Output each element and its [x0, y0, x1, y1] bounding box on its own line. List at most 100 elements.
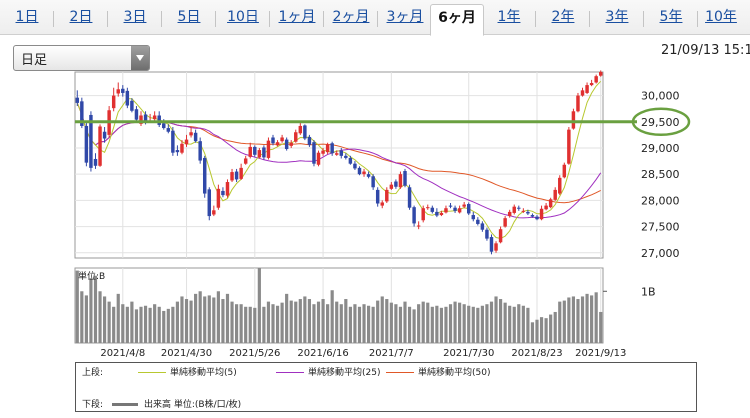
- volume-bar: [93, 275, 98, 343]
- period-select[interactable]: 日足: [13, 45, 150, 71]
- volume-bar: [458, 302, 462, 343]
- tab-range-8[interactable]: 6ヶ月: [430, 4, 484, 36]
- candle-body: [498, 229, 503, 243]
- candle-body: [307, 136, 312, 145]
- candle-body: [175, 150, 180, 153]
- highlight-circle: [631, 107, 691, 137]
- volume-bar-icon: [112, 403, 138, 406]
- candle-body: [198, 141, 202, 161]
- candle-body: [435, 211, 439, 216]
- volume-bar: [166, 308, 170, 343]
- volume-bar: [294, 301, 298, 343]
- candle-body: [253, 146, 257, 155]
- candle-body: [357, 167, 362, 175]
- volume-bar: [348, 306, 352, 343]
- tab-range-13[interactable]: 10年: [705, 9, 737, 25]
- volume-bar: [571, 296, 576, 343]
- volume-bar: [366, 305, 371, 343]
- tab-range-2[interactable]: 3日: [123, 9, 147, 25]
- candle-body: [585, 85, 589, 93]
- price-tick-label: 28,500: [641, 168, 680, 181]
- tab-range-4[interactable]: 10日: [227, 9, 259, 25]
- candle-body: [471, 215, 476, 220]
- volume-bar: [480, 305, 484, 343]
- volume-bar: [203, 296, 207, 343]
- candle-body: [202, 157, 207, 194]
- volume-bar: [471, 306, 475, 343]
- candle-body: [225, 182, 230, 196]
- candle-body: [75, 97, 80, 103]
- candle-body: [594, 76, 598, 83]
- tab-range-6[interactable]: 2ヶ月: [332, 9, 370, 25]
- volume-bar: [403, 301, 407, 343]
- date-tick-label: 2021/8/23: [511, 348, 562, 359]
- candle-body: [453, 207, 457, 211]
- candle-body: [125, 90, 130, 106]
- candle-body: [567, 129, 571, 164]
- volume-bar: [184, 299, 189, 343]
- tab-range-7[interactable]: 3ヶ月: [386, 9, 424, 25]
- tab-range-0[interactable]: 1日: [15, 9, 39, 25]
- candle-body: [476, 219, 480, 224]
- tab-divider: [589, 11, 590, 27]
- candle-body: [576, 95, 580, 112]
- candle-body: [162, 123, 166, 129]
- tab-divider: [535, 11, 536, 27]
- tab-range-10[interactable]: 2年: [551, 9, 575, 25]
- volume-bar: [303, 296, 307, 343]
- candle-body: [589, 83, 594, 86]
- ma50-line-icon: [386, 372, 414, 373]
- candle-body: [412, 207, 416, 224]
- tab-range-3[interactable]: 5日: [177, 9, 201, 25]
- candle-body: [316, 152, 321, 165]
- volume-bar: [380, 296, 384, 343]
- candle-body: [494, 243, 498, 251]
- volume-bar: [567, 297, 571, 343]
- volume-bar: [253, 307, 257, 343]
- tab-range-1[interactable]: 2日: [69, 9, 93, 25]
- tab-range-5[interactable]: 1ヶ月: [278, 9, 316, 25]
- candle-body: [84, 125, 89, 163]
- volume-bar: [421, 301, 425, 343]
- candle-body: [512, 206, 516, 213]
- volume-bar: [89, 278, 93, 343]
- volume-bar: [225, 293, 230, 343]
- candle-body: [366, 174, 371, 177]
- volume-bar: [285, 293, 289, 343]
- tab-divider: [53, 11, 54, 27]
- candle-body: [385, 189, 389, 202]
- volume-bar: [562, 300, 566, 343]
- candle-body: [430, 207, 435, 212]
- tab-range-9[interactable]: 1年: [497, 9, 521, 25]
- candle-body: [371, 176, 375, 188]
- legend-ma5: 単純移動平均(5): [138, 365, 237, 378]
- tab-range-12[interactable]: 5年: [659, 9, 683, 25]
- candle-body: [139, 115, 143, 124]
- dropdown-button[interactable]: [131, 46, 149, 70]
- volume-bar: [121, 304, 125, 343]
- candle-body: [184, 139, 189, 145]
- volume-bar: [102, 296, 107, 343]
- volume-bar: [321, 299, 325, 343]
- volume-bar: [553, 311, 557, 343]
- legend-ma25: 単純移動平均(25): [276, 365, 380, 378]
- volume-bar: [248, 306, 252, 343]
- volume-bar: [162, 310, 166, 343]
- price-tick-label: 30,000: [641, 90, 680, 103]
- candle-body: [271, 137, 275, 144]
- volume-bar: [412, 309, 416, 343]
- tab-range-11[interactable]: 3年: [605, 9, 629, 25]
- volume-bar: [130, 301, 134, 343]
- candle-body: [143, 114, 148, 122]
- volume-bar: [84, 295, 88, 343]
- volume-bar: [535, 319, 539, 343]
- candle-body: [544, 205, 548, 210]
- candle-body: [389, 184, 394, 189]
- candle-body: [526, 211, 530, 214]
- period-select-value: 日足: [21, 53, 48, 68]
- candle-body: [375, 189, 380, 204]
- volume-bar: [262, 306, 266, 343]
- candle-body: [284, 139, 289, 150]
- date-tick-label: 2021/7/30: [443, 348, 494, 359]
- volume-bar: [221, 299, 225, 343]
